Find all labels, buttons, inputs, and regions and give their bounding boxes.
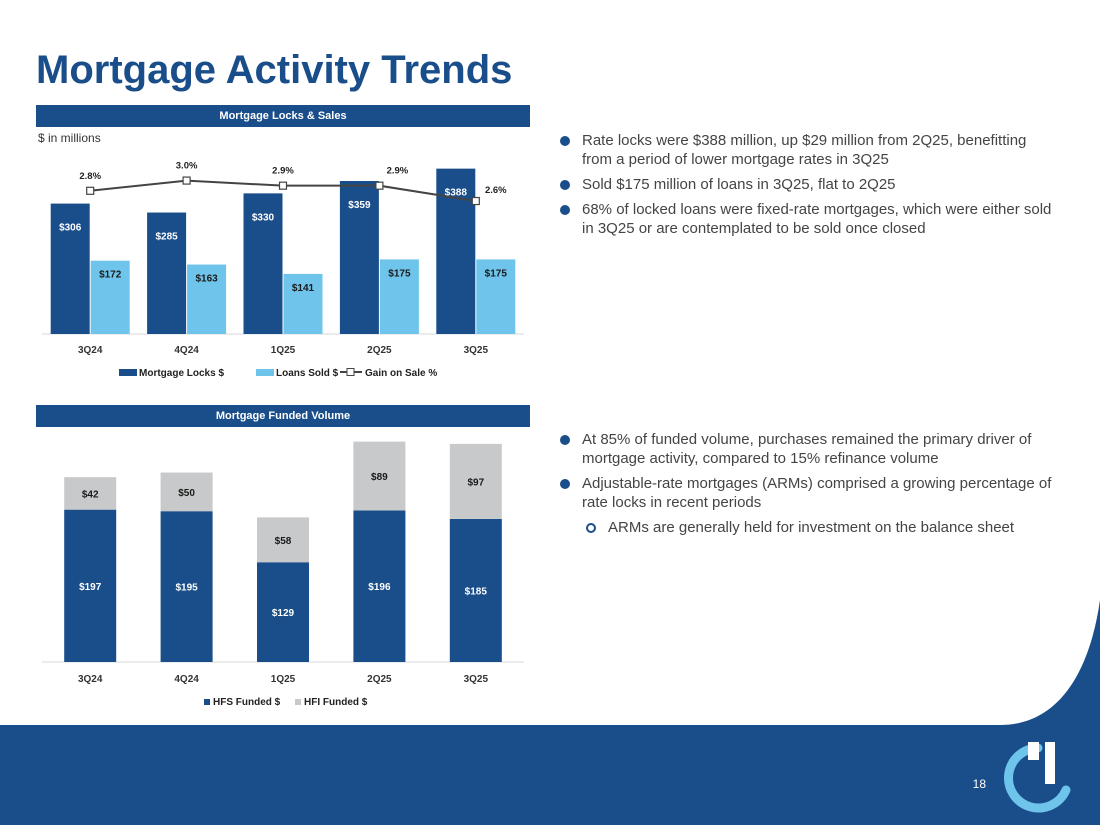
category-tick-label: 2Q25 bbox=[367, 674, 392, 685]
hfs-bar-label: $196 bbox=[368, 582, 391, 593]
sold-bar-label: $175 bbox=[485, 268, 508, 279]
hfs-bar-label: $195 bbox=[175, 583, 198, 594]
sold-bar bbox=[187, 264, 227, 334]
locks-bar bbox=[243, 193, 283, 334]
hfs-bar-label: $129 bbox=[272, 608, 295, 619]
sub-bullet-icon bbox=[586, 523, 596, 533]
bullet-icon bbox=[560, 205, 570, 215]
bullet-icon bbox=[560, 435, 570, 445]
hfi-bar bbox=[257, 517, 309, 563]
locks-bar-label: $285 bbox=[155, 232, 178, 243]
legend-label-gain: Gain on Sale % bbox=[365, 368, 437, 379]
gain-on-sale-point bbox=[182, 176, 191, 185]
hfi-bar bbox=[449, 443, 502, 519]
legend-swatch-locks bbox=[119, 369, 137, 376]
hfs-bar-label: $197 bbox=[79, 582, 102, 593]
commentary-top: Rate locks were $388 million, up $29 mil… bbox=[560, 131, 1060, 244]
locks-bar-label: $359 bbox=[348, 200, 371, 211]
gain-on-sale-label: 3.0% bbox=[176, 161, 198, 172]
bullet-item: At 85% of funded volume, purchases remai… bbox=[560, 430, 1060, 468]
slide-title: Mortgage Activity Trends bbox=[36, 48, 513, 92]
sold-bar-label: $175 bbox=[388, 268, 411, 279]
hfs-bar-label: $185 bbox=[465, 586, 488, 597]
sold-bar bbox=[379, 259, 419, 334]
gain-on-sale-label: 2.6% bbox=[485, 185, 507, 196]
hfi-bar bbox=[353, 441, 406, 511]
gain-on-sale-label: 2.9% bbox=[272, 166, 294, 177]
category-tick-label: 3Q25 bbox=[464, 345, 489, 356]
category-tick-label: 4Q24 bbox=[174, 674, 199, 685]
gain-on-sale-label: 2.8% bbox=[79, 171, 101, 182]
sold-bar-label: $163 bbox=[195, 274, 218, 285]
gain-on-sale-point bbox=[375, 181, 384, 190]
locks-sales-chart: $306 $172 3Q24 $285 $163 4Q24 $330 $141 1Q25 $359… bbox=[42, 161, 524, 379]
bullet-item: 68% of locked loans were fixed-rate mort… bbox=[560, 200, 1060, 238]
legend-swatch-hfs bbox=[204, 699, 210, 705]
category-tick-label: 1Q25 bbox=[271, 674, 296, 685]
hfi-bar bbox=[64, 477, 117, 510]
funded-volume-chart: $197 $42 3Q24 $195 $50 4Q24 $129 $58 1Q25 $196 $89… bbox=[42, 441, 524, 708]
bullet-icon bbox=[560, 180, 570, 190]
category-tick-label: 2Q25 bbox=[367, 345, 392, 356]
sold-bar bbox=[90, 260, 130, 334]
hfi-bar-label: $42 bbox=[82, 489, 99, 500]
sold-bar-label: $172 bbox=[99, 270, 122, 281]
gain-on-sale-point bbox=[471, 196, 480, 206]
commentary-bottom: At 85% of funded volume, purchases remai… bbox=[560, 430, 1060, 543]
locks-sales-header: Mortgage Locks & Sales bbox=[36, 105, 530, 127]
category-tick-label: 3Q24 bbox=[78, 674, 103, 685]
legend-label-hfs: HFS Funded $ bbox=[213, 697, 281, 708]
sub-bullet-item: ARMs are generally held for investment o… bbox=[560, 518, 1060, 537]
legend-swatch-gain-marker bbox=[346, 368, 355, 376]
hfi-bar-label: $97 bbox=[467, 477, 484, 488]
bullet-item: Sold $175 million of loans in 3Q25, flat… bbox=[560, 175, 1060, 194]
gain-on-sale-point bbox=[86, 186, 95, 195]
hfi-bar-label: $89 bbox=[371, 472, 388, 483]
units-label: $ in millions bbox=[38, 131, 101, 145]
category-tick-label: 1Q25 bbox=[271, 345, 296, 356]
sold-bar-label: $141 bbox=[292, 283, 315, 294]
hfi-bar-label: $50 bbox=[178, 488, 195, 499]
locks-bar-label: $306 bbox=[59, 223, 82, 234]
category-tick-label: 3Q25 bbox=[464, 674, 489, 685]
bullet-item: Adjustable-rate mortgages (ARMs) compris… bbox=[560, 474, 1060, 512]
gain-on-sale-label: 2.9% bbox=[387, 166, 409, 177]
sold-bar bbox=[283, 273, 323, 334]
bullet-item: Rate locks were $388 million, up $29 mil… bbox=[560, 131, 1060, 169]
category-tick-label: 3Q24 bbox=[78, 345, 103, 356]
sold-bar bbox=[476, 259, 516, 334]
hfi-bar-label: $58 bbox=[275, 536, 292, 547]
funded-volume-header: Mortgage Funded Volume bbox=[36, 405, 530, 427]
locks-bar bbox=[339, 180, 379, 334]
page-number: 18 bbox=[972, 777, 986, 791]
hfi-bar bbox=[160, 472, 213, 512]
category-tick-label: 4Q24 bbox=[174, 345, 199, 356]
legend-label-sold: Loans Sold $ bbox=[276, 368, 339, 379]
locks-bar-label: $388 bbox=[445, 188, 468, 199]
legend-label-locks: Mortgage Locks $ bbox=[139, 368, 224, 379]
bullet-icon bbox=[560, 136, 570, 146]
bullet-icon bbox=[560, 479, 570, 489]
legend-label-hfi: HFI Funded $ bbox=[304, 697, 368, 708]
locks-bar bbox=[147, 212, 187, 334]
legend-swatch-hfi bbox=[295, 699, 301, 705]
locks-bar bbox=[50, 203, 90, 334]
brand-logo-icon bbox=[1004, 742, 1071, 813]
locks-bar-label: $330 bbox=[252, 212, 275, 223]
legend-swatch-sold bbox=[256, 369, 274, 376]
gain-on-sale-point bbox=[278, 181, 288, 190]
